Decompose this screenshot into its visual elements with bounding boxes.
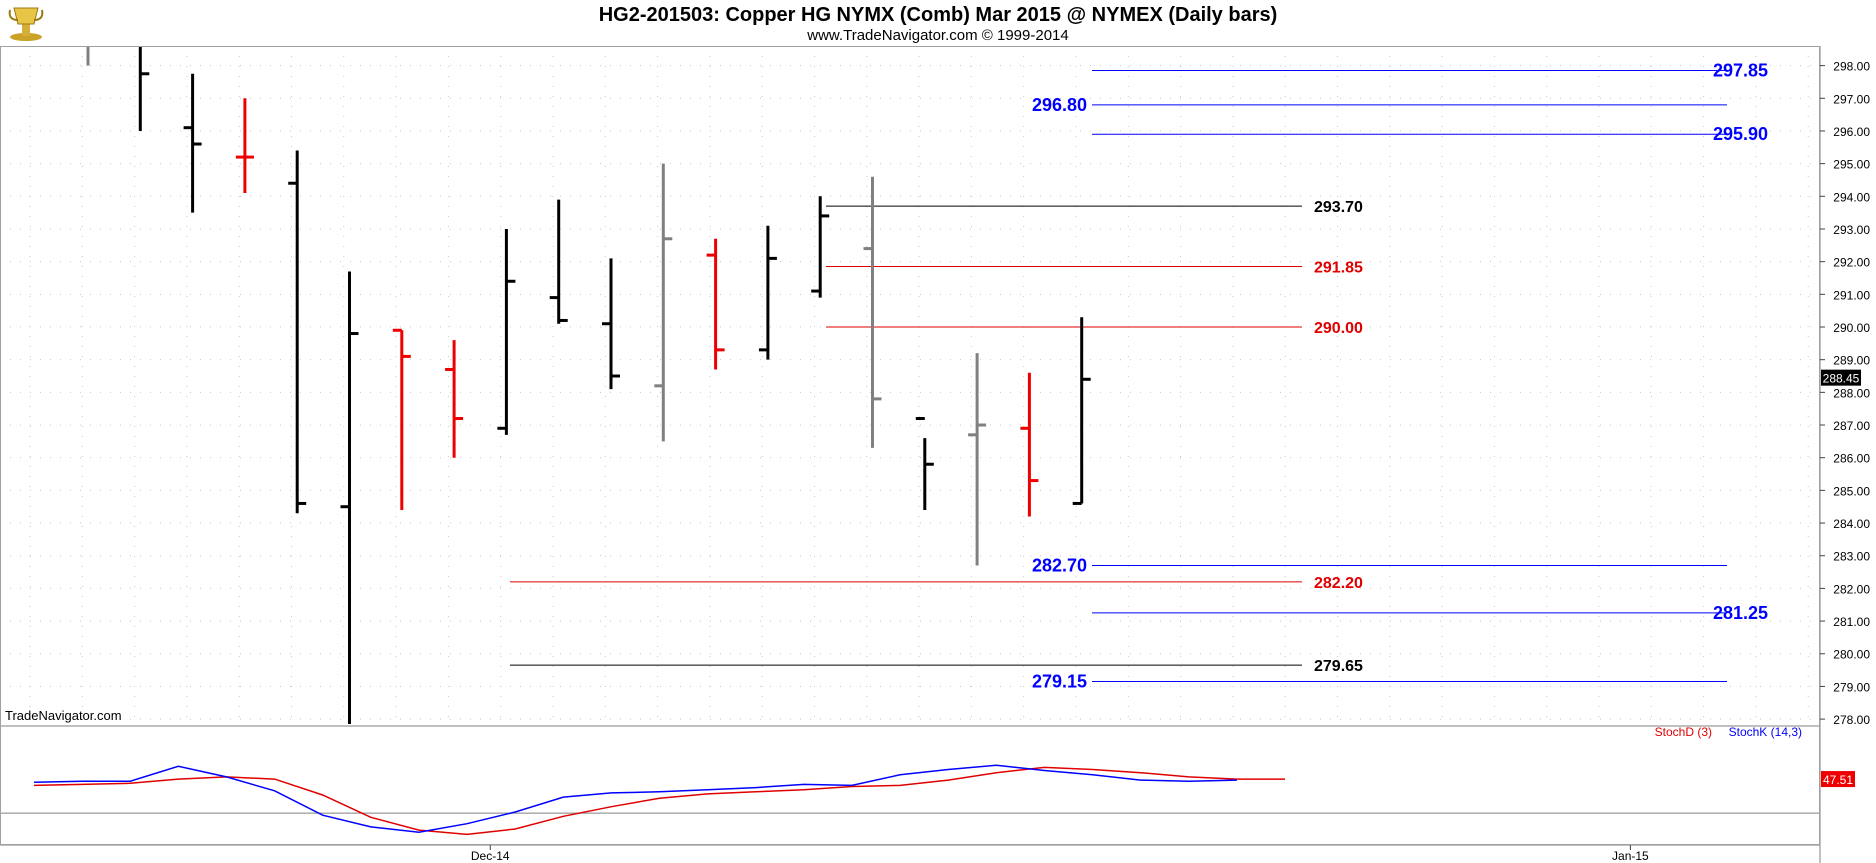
axis-tick-label: 294.00 (1833, 190, 1870, 204)
axis-tick-label: 288.00 (1833, 386, 1870, 400)
level-label: 297.85 (1713, 61, 1768, 81)
price-axis-bg (1820, 46, 1876, 845)
axis-tick-label: 282.00 (1833, 582, 1870, 596)
stoch-line (33, 766, 1285, 836)
axis-tick-label: 296.00 (1833, 125, 1870, 139)
level-label: 279.15 (1032, 672, 1087, 692)
gold-trophy-icon (8, 7, 44, 41)
price-bar (968, 353, 987, 566)
level-label: 279.65 (1314, 658, 1363, 675)
price-bar (235, 98, 254, 194)
price-bar (915, 416, 934, 510)
axis-tick-label: 281.00 (1833, 615, 1870, 629)
last-price-label: 288.45 (1823, 372, 1860, 386)
price-bar (758, 225, 777, 360)
price-bar (288, 150, 307, 514)
level-label: 281.25 (1713, 603, 1768, 623)
price-bar (811, 196, 830, 298)
level-label: 282.20 (1314, 575, 1363, 592)
stoch-line (33, 764, 1237, 833)
axis-tick-label: 286.00 (1833, 452, 1870, 466)
axis-tick-label: 279.00 (1833, 680, 1870, 694)
chart-header: HG2-201503: Copper HG NYMX (Comb) Mar 20… (0, 0, 1876, 46)
date-axis-label: Dec-14 (471, 849, 510, 863)
axis-tick-label: 293.00 (1833, 223, 1870, 237)
axis-tick-label: 278.00 (1833, 713, 1870, 727)
last-price-box (1821, 369, 1861, 386)
osc-last-label: 47.51 (1823, 773, 1853, 787)
price-bar (706, 238, 725, 370)
axis-tick-label: 290.00 (1833, 321, 1870, 335)
axis-tick-label: 295.00 (1833, 158, 1870, 172)
level-label: 293.70 (1314, 199, 1363, 216)
axis-tick-label: 283.00 (1833, 550, 1870, 564)
price-bar (863, 176, 882, 448)
axis-tick-label: 284.00 (1833, 517, 1870, 531)
axis-tick-label: 280.00 (1833, 648, 1870, 662)
price-bar (654, 163, 673, 442)
price-bar (1072, 317, 1091, 505)
axis-tick-label: 285.00 (1833, 484, 1870, 498)
chart-title: HG2-201503: Copper HG NYMX (Comb) Mar 20… (598, 4, 1278, 26)
level-label: 291.85 (1314, 260, 1363, 277)
price-bar (138, 46, 150, 131)
date-axis-label: Jan-15 (1612, 849, 1649, 863)
osc-last-box (1821, 771, 1855, 788)
axis-tick-label: 297.00 (1833, 92, 1870, 106)
axis-tick-label: 287.00 (1833, 419, 1870, 433)
legend-entry: StochK (14,3) (1729, 725, 1802, 739)
axis-tick-label: 289.00 (1833, 354, 1870, 368)
price-bar (602, 258, 620, 390)
chart-subtitle: www.TradeNavigator.com © 1999-2014 (807, 27, 1069, 44)
level-label: 295.90 (1713, 124, 1768, 144)
price-bar (340, 271, 359, 724)
legend-entry: StochD (3) (1655, 725, 1712, 739)
watermark: TradeNavigator.com (5, 708, 122, 723)
price-bar (1020, 372, 1039, 517)
price-bar (497, 228, 516, 435)
axis-tick-label: 298.00 (1833, 60, 1870, 74)
axis-tick-label: 292.00 (1833, 256, 1870, 270)
price-bar (445, 340, 464, 458)
axis-tick-label: 291.00 (1833, 288, 1870, 302)
level-label: 290.00 (1314, 320, 1363, 337)
price-bar (183, 73, 202, 213)
level-label: 296.80 (1032, 95, 1087, 115)
price-bar (549, 199, 568, 324)
chart-frame (0, 46, 1820, 845)
price-bar (392, 328, 411, 510)
level-label: 282.70 (1032, 556, 1087, 576)
